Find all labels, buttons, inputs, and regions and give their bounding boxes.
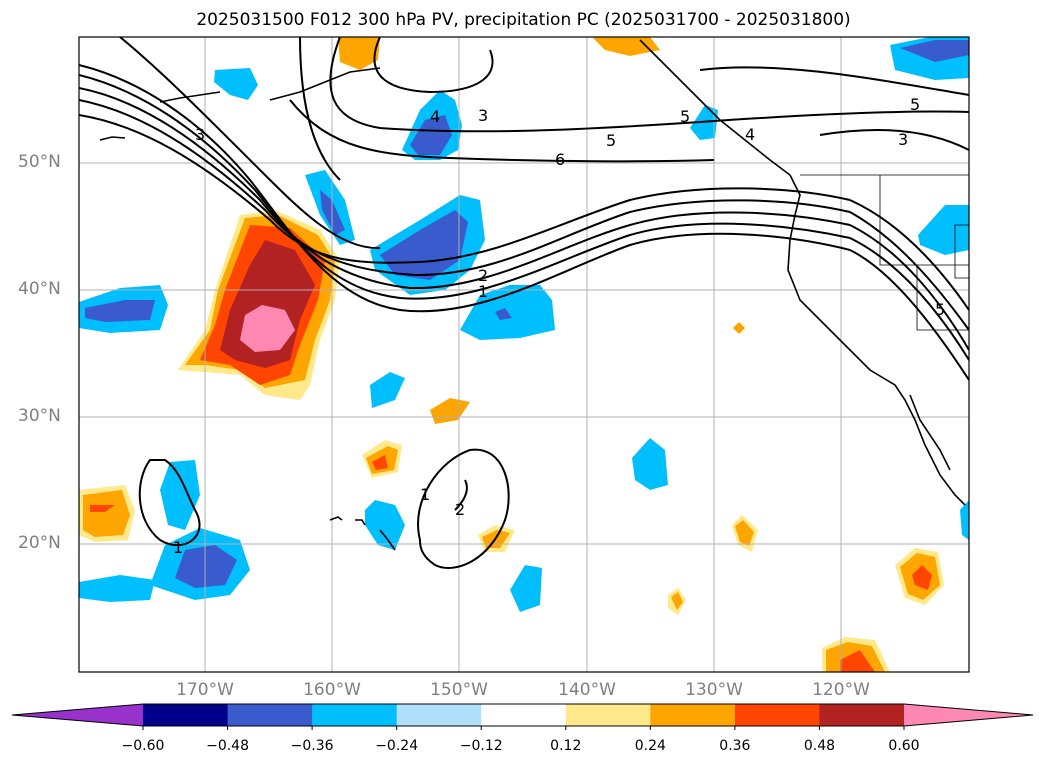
contour-label: 2 (478, 266, 488, 285)
colorbar-segment (227, 704, 313, 726)
contour-label: 4 (745, 125, 755, 144)
colorbar-segment (312, 704, 398, 726)
contour-label: 3 (898, 130, 908, 149)
lat-label: 30°N (18, 406, 61, 426)
contour-label: 1 (420, 485, 430, 504)
contour-label: 3 (195, 125, 205, 144)
lon-label: 160°W (303, 680, 361, 700)
contour-label: 5 (680, 107, 690, 126)
colorbar-tick-label: −0.60 (121, 738, 165, 754)
lon-label: 170°W (176, 680, 234, 700)
lon-label: 130°W (685, 680, 743, 700)
contour-labels: 1 2 3 4 5 6 1 2 1 3 5 5 3 5 4 (173, 95, 945, 557)
lon-label: 140°W (558, 680, 616, 700)
colorbar-segment (396, 704, 482, 726)
pv-contours (79, 37, 969, 569)
colorbar-segment (734, 704, 820, 726)
political-borders (800, 174, 969, 331)
precip-positive-blob-main (178, 210, 340, 400)
colorbar-extend-max (904, 704, 1033, 726)
contour-label: 5 (910, 95, 920, 114)
contour-label: 3 (478, 106, 488, 125)
lat-label: 20°N (18, 533, 61, 553)
colorbar-segment (143, 704, 229, 726)
lat-label: 50°N (18, 152, 61, 172)
colorbar-tick-label: −0.24 (375, 738, 419, 754)
colorbar-segment (650, 704, 736, 726)
contour-label: 2 (455, 500, 465, 519)
colorbar-tick-label: 0.36 (719, 738, 751, 754)
colorbar (11, 703, 1034, 730)
colorbar-tick-label: 0.60 (888, 738, 920, 754)
contour-label: 5 (935, 300, 945, 319)
colorbar-tick-label: −0.36 (290, 738, 334, 754)
lon-label: 150°W (430, 680, 488, 700)
colorbar-tick-label: 0.48 (803, 738, 836, 754)
colorbar-tick-label: 0.24 (634, 738, 666, 754)
map-area: 1 2 3 4 5 6 1 2 1 3 5 5 3 5 4 (79, 37, 969, 672)
lon-label: 120°W (812, 680, 870, 700)
contour-label: 5 (606, 131, 616, 150)
lat-label: 40°N (18, 279, 61, 299)
contour-label: 6 (555, 150, 565, 169)
colorbar-segment (481, 704, 567, 726)
contour-label: 1 (173, 538, 183, 557)
map-frame (78, 36, 970, 673)
colorbar-tick-label: −0.12 (459, 738, 503, 754)
colorbar-tick-label: −0.48 (206, 738, 249, 754)
contour-label: 4 (430, 107, 440, 126)
contour-label: 1 (478, 282, 488, 301)
colorbar-extend-min (12, 704, 143, 726)
map-title: 2025031500 F012 300 hPa PV, precipitatio… (196, 10, 851, 30)
precip-negative-blobs (79, 37, 969, 612)
colorbar-segment (565, 704, 651, 726)
colorbar-tick-label: 0.12 (550, 738, 582, 754)
colorbar-segment (819, 704, 905, 726)
